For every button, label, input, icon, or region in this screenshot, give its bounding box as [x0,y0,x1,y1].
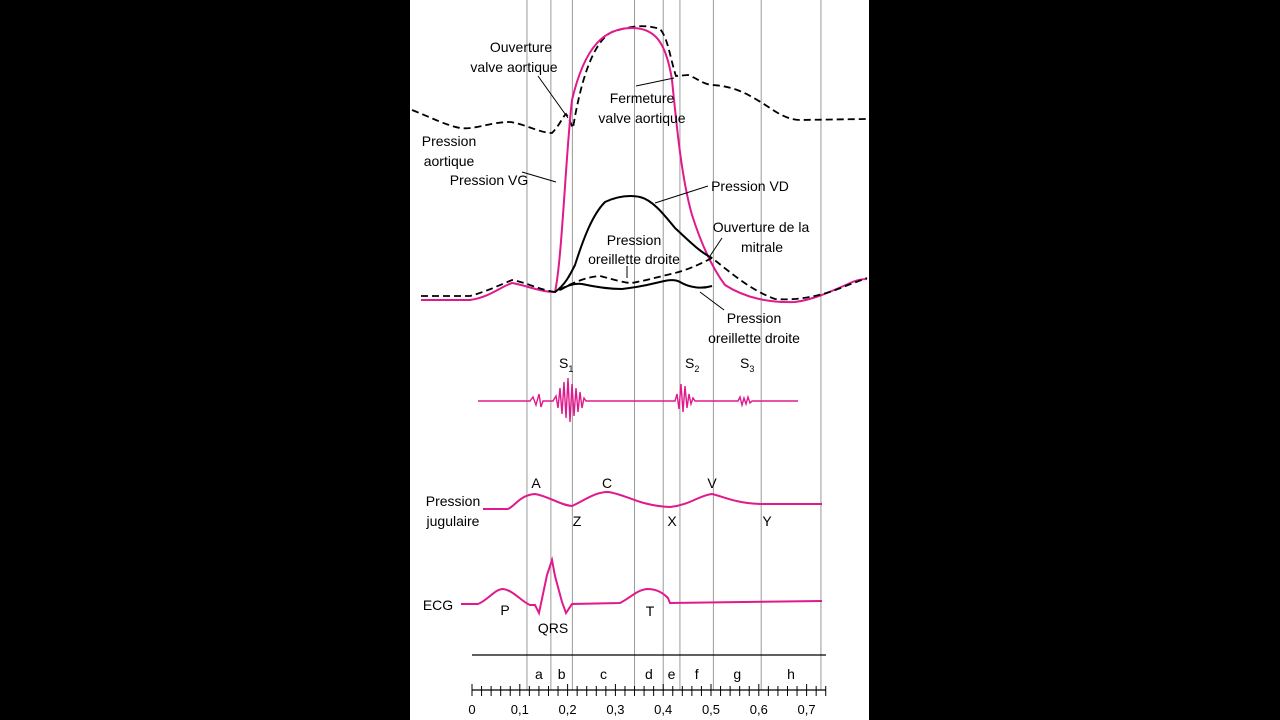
label-wave-x: X [667,513,677,529]
phase-label: d [645,666,653,682]
label-aortic-pressure-line2: aortique [424,153,475,169]
label-jugular-pressure-line1: Pression [426,493,480,509]
label-jugular-pressure-line2: jugulaire [426,513,480,529]
label-aortic-valve-closure-line2: valve aortique [598,110,685,126]
aortic-pressure-curve [411,25,867,134]
diagram-panel: Ouverture valve aortique Fermeture valve… [410,0,869,720]
label-ecg: ECG [423,597,453,613]
label-wave-z: Z [573,513,582,529]
heart-sounds-trace [478,377,798,423]
label-wave-y: Y [762,513,772,529]
label-right-atrial-lower-line1: Pression [727,310,781,326]
label-s1: S1 [559,355,573,374]
label-ecg-qrs: QRS [538,620,568,636]
label-mitral-opening-line2: mitrale [741,239,783,255]
label-ecg-t: T [646,603,655,619]
label-ecg-p: P [500,602,509,618]
cardiac-cycle-diagram: Ouverture valve aortique Fermeture valve… [411,0,868,717]
axis-tick-label: 0 [468,702,475,717]
phase-label: b [558,666,566,682]
ra-pressure-solid-curve [559,279,713,291]
phase-guide-lines [526,0,822,690]
label-aortic-pressure-line1: Pression [422,133,476,149]
phase-label: h [787,666,795,682]
label-wave-c: C [602,475,612,491]
axis-tick-label: 0,1 [511,702,529,717]
phase-label: a [535,666,543,682]
label-right-atrial-upper-line2: oreillette droite [588,251,680,267]
phase-label: f [695,666,699,682]
axis-tick-label: 0,5 [702,702,720,717]
label-wave-a: A [531,475,541,491]
label-lv-pressure: Pression VG [450,172,529,188]
axis-tick-label: 0,3 [606,702,624,717]
label-right-atrial-lower-line2: oreillette droite [708,330,800,346]
axis-tick-label: 0,6 [750,702,768,717]
time-axis-labels: 0 0,1 0,2 0,3 0,4 0,5 0,6 0,7 [468,702,815,717]
label-s3: S3 [740,355,754,374]
label-aortic-valve-opening-line2: valve aortique [470,59,557,75]
label-right-atrial-upper-line1: Pression [607,232,661,248]
label-rv-pressure: Pression VD [711,178,789,194]
phase-label: e [668,666,676,682]
label-aortic-valve-opening-line1: Ouverture [490,39,552,55]
phase-label: g [733,666,741,682]
ecg-curve [461,556,823,617]
time-axis-ticks [471,684,827,696]
axis-tick-label: 0,7 [798,702,816,717]
label-wave-v: V [707,475,717,491]
axis-tick-label: 0,4 [654,702,672,717]
axis-tick-label: 0,2 [559,702,577,717]
rv-pressure-curve [554,195,713,293]
label-aortic-valve-closure-line1: Fermeture [610,90,675,106]
leader-lines [521,75,725,311]
label-mitral-opening-line1: Ouverture de la [713,219,810,235]
jugular-pressure-curve [483,490,822,510]
phase-label: c [600,666,607,682]
atrial-pressure-dashed-curve [421,256,868,301]
label-s2: S2 [685,355,699,374]
